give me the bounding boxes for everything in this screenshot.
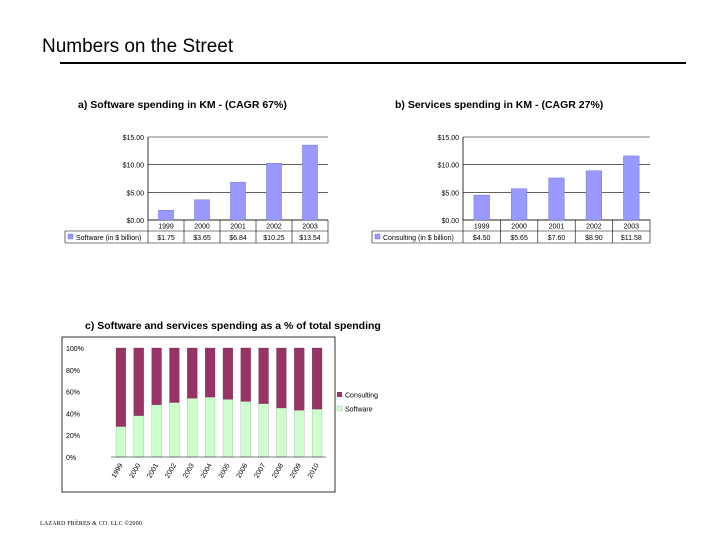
chart-c-consulting-bar xyxy=(240,347,251,402)
chart-b-value-label: $7.60 xyxy=(548,235,566,242)
chart-c-category-label: 2007 xyxy=(253,462,267,479)
chart-b-value-label: $4.50 xyxy=(473,235,491,242)
chart-a-y-tick-label: $0.00 xyxy=(126,218,144,225)
chart-c-category-label: 2009 xyxy=(289,462,303,479)
chart-a-value-label: $10.25 xyxy=(263,235,285,242)
chart-c-consulting-bar xyxy=(276,347,287,409)
chart-c-consulting-bar xyxy=(294,347,305,411)
chart-a-value-label: $13.54 xyxy=(299,235,321,242)
chart-c-software-bar xyxy=(205,396,216,458)
chart-c-consulting-bar xyxy=(115,347,126,427)
chart-c-category-label: 2002 xyxy=(164,462,178,479)
chart-c-category-label: 1999 xyxy=(111,462,125,479)
chart-a-bar xyxy=(194,199,210,221)
chart-a-category-label: 2003 xyxy=(302,224,318,231)
chart-b-value-label: $8.90 xyxy=(585,235,603,242)
chart-c-consulting-bar xyxy=(205,347,216,398)
chart-c-legend-label: Consulting xyxy=(345,393,378,400)
chart-c-consulting-bar xyxy=(312,347,323,410)
chart-c-legend-label: Software xyxy=(345,407,373,414)
chart-b-category-label: 2000 xyxy=(511,224,527,231)
chart-b-value-label: $11.58 xyxy=(621,235,642,242)
chart-c-y-tick-label: 40% xyxy=(66,411,80,418)
chart-c-category-label: 2001 xyxy=(146,462,160,479)
chart-a-value-label: $6.84 xyxy=(229,235,247,242)
chart-c-y-tick-label: 60% xyxy=(66,390,80,397)
chart-c-consulting-bar xyxy=(133,347,144,416)
chart-a-value-label: $1.75 xyxy=(157,235,175,242)
chart-c-y-tick-label: 0% xyxy=(66,455,76,462)
chart-c-consulting-bar xyxy=(187,347,198,399)
chart-b-category-label: 2001 xyxy=(549,224,565,231)
chart-a-y-tick-label: $15.00 xyxy=(123,135,145,142)
chart-c-software-bar xyxy=(133,415,144,458)
chart-b-value-label: $5.65 xyxy=(510,235,528,242)
chart-a-series-name: Software (in $ billion) xyxy=(76,235,141,242)
chart-b-series-name: Consulting (in $ billion) xyxy=(383,235,454,242)
slide-title: Numbers on the Street xyxy=(42,36,234,57)
chart-c-category-label: 2008 xyxy=(271,462,285,479)
chart-c-software-bar xyxy=(222,399,233,458)
chart-c-consulting-bar xyxy=(222,347,233,400)
chart-a-category-label: 1999 xyxy=(158,224,174,231)
chart-c-category-label: 2000 xyxy=(129,462,143,479)
chart-b-y-tick-label: $5.00 xyxy=(441,190,459,197)
chart-c-title: c) Software and services spending as a %… xyxy=(85,320,381,332)
chart-a-bar xyxy=(230,181,246,221)
chart-a-category-label: 2001 xyxy=(230,224,246,231)
chart-c-category-label: 2004 xyxy=(200,462,214,479)
chart-c-software-bar xyxy=(258,403,269,458)
chart-b-y-tick-label: $15.00 xyxy=(438,135,460,142)
chart-c-consulting-bar xyxy=(169,347,180,403)
chart-c-y-tick-label: 20% xyxy=(66,433,80,440)
chart-b-bar xyxy=(548,177,565,221)
footer-copyright: LAZARD FRÈRES & CO. LLC ©2000 xyxy=(40,521,143,527)
chart-a-y-tick-label: $10.00 xyxy=(123,163,145,170)
chart-b-y-tick-label: $10.00 xyxy=(438,163,460,170)
chart-c-software-bar xyxy=(151,404,162,458)
chart-c-software-bar xyxy=(294,409,305,458)
chart-a-value-label: $3.65 xyxy=(193,235,211,242)
chart-a-y-tick-label: $5.00 xyxy=(126,190,144,197)
chart-b-category-label: 1999 xyxy=(474,224,490,231)
chart-c-legend-swatch xyxy=(336,405,343,412)
chart-b-y-tick-label: $0.00 xyxy=(441,218,459,225)
chart-b-category-label: 2002 xyxy=(586,224,602,231)
chart-c-consulting-bar xyxy=(258,347,269,404)
chart-c-software-bar xyxy=(115,426,126,458)
chart-a-bar xyxy=(302,144,318,221)
chart-a-title: a) Software spending in KM - (CAGR 67%) xyxy=(78,99,287,111)
chart-c-category-label: 2005 xyxy=(218,462,232,479)
chart-c-software-bar xyxy=(312,408,323,458)
chart-a-category-label: 2002 xyxy=(266,224,282,231)
chart-c-software-bar xyxy=(240,401,251,458)
chart-b-legend-swatch xyxy=(374,233,381,240)
title-divider xyxy=(60,62,686,64)
chart-b-category-label: 2003 xyxy=(624,224,640,231)
chart-a-category-label: 2000 xyxy=(194,224,210,231)
chart-b-bar xyxy=(473,194,490,221)
chart-c-legend-swatch xyxy=(337,392,342,397)
chart-c-y-tick-label: 100% xyxy=(66,346,84,353)
chart-b-bar xyxy=(511,188,528,221)
chart-c-software-bar xyxy=(276,407,287,458)
chart-a-legend-swatch xyxy=(67,233,74,240)
chart-c-software-bar xyxy=(169,402,180,458)
chart-c-category-label: 2006 xyxy=(236,462,250,479)
chart-c-category-label: 2010 xyxy=(307,462,321,479)
chart-b-bar xyxy=(585,170,602,221)
chart-c-software-bar xyxy=(187,397,198,458)
chart-a-bar xyxy=(158,210,174,221)
chart-b-bar xyxy=(623,155,640,221)
chart-c-y-tick-label: 80% xyxy=(66,368,80,375)
chart-c-category-label: 2003 xyxy=(182,462,196,479)
chart-c-frame xyxy=(61,336,336,493)
chart-c-consulting-bar xyxy=(151,347,162,405)
chart-a-bar xyxy=(266,163,282,221)
chart-b-title: b) Services spending in KM - (CAGR 27%) xyxy=(395,99,604,111)
